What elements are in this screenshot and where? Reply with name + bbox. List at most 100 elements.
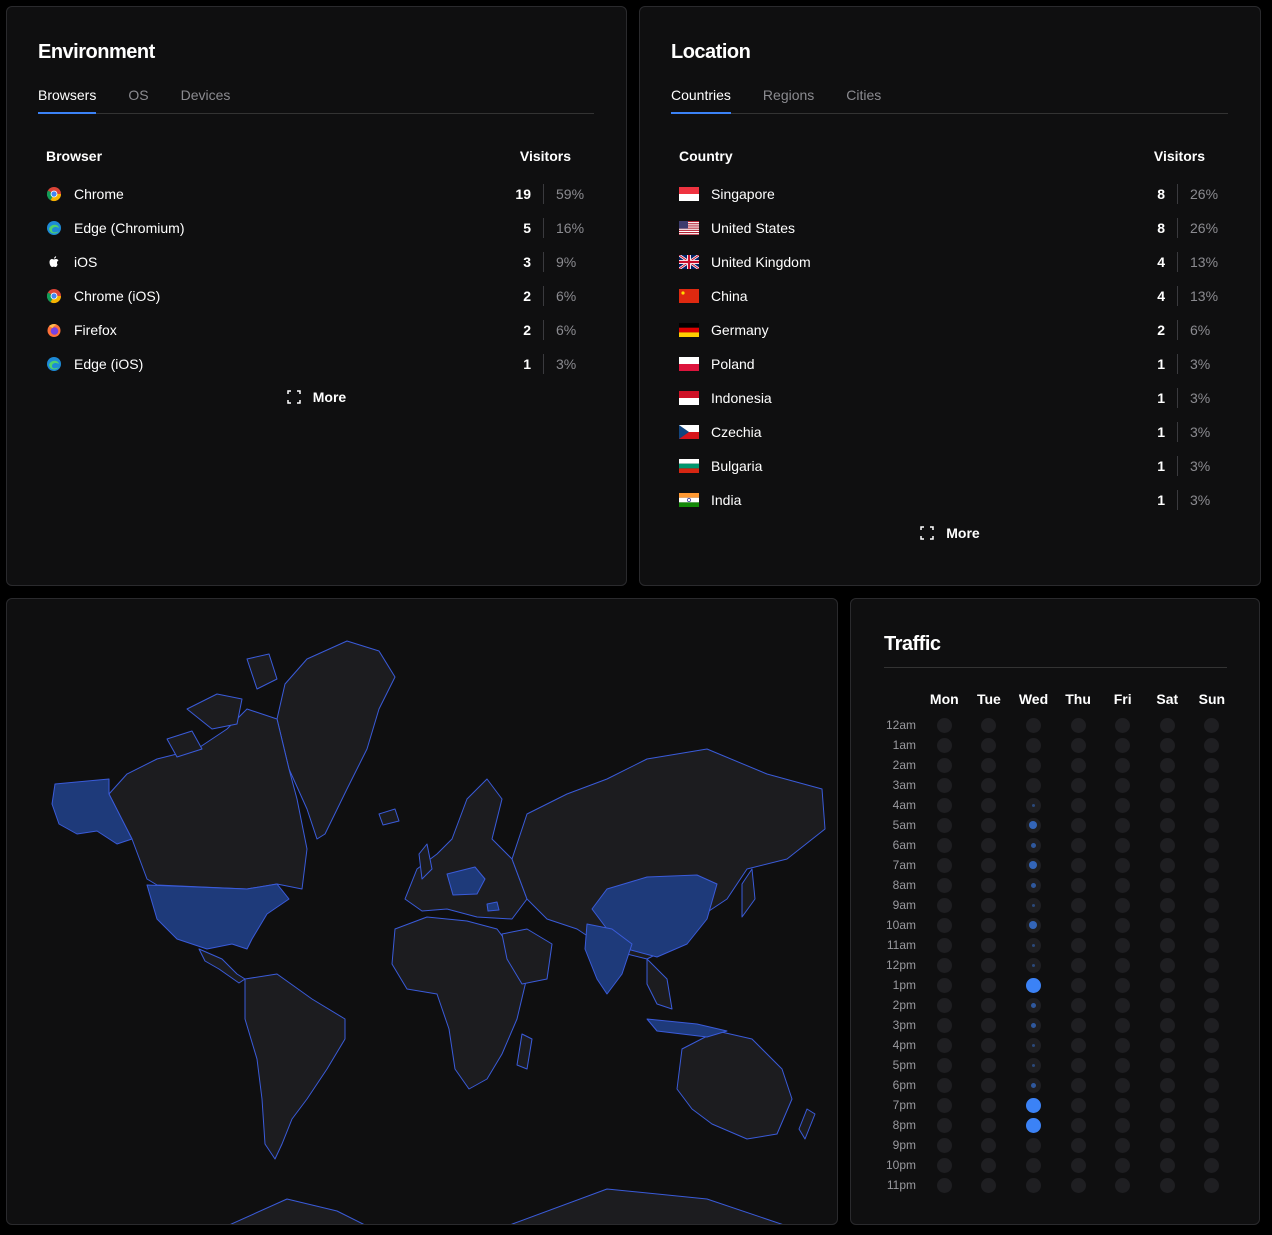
heatmap-cell[interactable] (1100, 955, 1145, 975)
heatmap-cell[interactable] (1100, 1075, 1145, 1095)
heatmap-cell[interactable] (1011, 1015, 1056, 1035)
list-item[interactable]: Czechia 1 3% (679, 415, 1222, 449)
heatmap-cell[interactable] (922, 1155, 967, 1175)
heatmap-cell[interactable] (1011, 1175, 1056, 1195)
heatmap-cell[interactable] (1100, 895, 1145, 915)
heatmap-cell[interactable] (922, 775, 967, 795)
heatmap-cell[interactable] (1145, 975, 1190, 995)
list-item[interactable]: United States 8 26% (679, 211, 1222, 245)
heatmap-cell[interactable] (1056, 1115, 1101, 1135)
heatmap-cell[interactable] (1145, 1075, 1190, 1095)
heatmap-cell[interactable] (1011, 1075, 1056, 1095)
heatmap-cell[interactable] (1011, 1035, 1056, 1055)
heatmap-cell[interactable] (1100, 855, 1145, 875)
heatmap-cell[interactable] (922, 1095, 967, 1115)
heatmap-cell[interactable] (1190, 955, 1235, 975)
heatmap-cell[interactable] (1190, 795, 1235, 815)
tab-devices[interactable]: Devices (180, 87, 231, 103)
heatmap-cell[interactable] (922, 895, 967, 915)
heatmap-cell[interactable] (1011, 1115, 1056, 1135)
heatmap-cell[interactable] (1145, 935, 1190, 955)
heatmap-cell[interactable] (1056, 1155, 1101, 1175)
browsers-more-button[interactable]: More (7, 389, 626, 405)
heatmap-cell[interactable] (1100, 975, 1145, 995)
heatmap-cell[interactable] (1100, 1095, 1145, 1115)
heatmap-cell[interactable] (1190, 1055, 1235, 1075)
heatmap-cell[interactable] (922, 855, 967, 875)
heatmap-cell[interactable] (1056, 955, 1101, 975)
heatmap-cell[interactable] (922, 1075, 967, 1095)
heatmap-cell[interactable] (1100, 795, 1145, 815)
heatmap-cell[interactable] (1145, 875, 1190, 895)
heatmap-cell[interactable] (1145, 835, 1190, 855)
list-item[interactable]: Chrome (iOS) 2 6% (46, 279, 588, 313)
heatmap-cell[interactable] (1011, 955, 1056, 975)
heatmap-cell[interactable] (967, 895, 1012, 915)
heatmap-cell[interactable] (1100, 735, 1145, 755)
heatmap-cell[interactable] (1190, 775, 1235, 795)
list-item[interactable]: iOS 3 9% (46, 245, 588, 279)
heatmap-cell[interactable] (1190, 935, 1235, 955)
heatmap-cell[interactable] (1056, 1075, 1101, 1095)
heatmap-cell[interactable] (1011, 875, 1056, 895)
heatmap-cell[interactable] (1056, 855, 1101, 875)
heatmap-cell[interactable] (1145, 955, 1190, 975)
heatmap-cell[interactable] (1145, 915, 1190, 935)
heatmap-cell[interactable] (922, 795, 967, 815)
heatmap-cell[interactable] (1190, 855, 1235, 875)
heatmap-cell[interactable] (967, 735, 1012, 755)
heatmap-cell[interactable] (1011, 1155, 1056, 1175)
heatmap-cell[interactable] (1056, 755, 1101, 775)
heatmap-cell[interactable] (1100, 1035, 1145, 1055)
heatmap-cell[interactable] (1011, 995, 1056, 1015)
heatmap-cell[interactable] (967, 995, 1012, 1015)
heatmap-cell[interactable] (1056, 1135, 1101, 1155)
tab-countries[interactable]: Countries (671, 85, 731, 114)
heatmap-cell[interactable] (967, 1075, 1012, 1095)
heatmap-cell[interactable] (922, 755, 967, 775)
heatmap-cell[interactable] (967, 755, 1012, 775)
heatmap-cell[interactable] (922, 995, 967, 1015)
heatmap-cell[interactable] (1011, 935, 1056, 955)
heatmap-cell[interactable] (1190, 995, 1235, 1015)
heatmap-cell[interactable] (1100, 875, 1145, 895)
heatmap-cell[interactable] (1100, 755, 1145, 775)
heatmap-cell[interactable] (1100, 1055, 1145, 1075)
heatmap-cell[interactable] (1056, 915, 1101, 935)
heatmap-cell[interactable] (1190, 895, 1235, 915)
heatmap-cell[interactable] (1011, 975, 1056, 995)
heatmap-cell[interactable] (967, 815, 1012, 835)
heatmap-cell[interactable] (967, 715, 1012, 735)
heatmap-cell[interactable] (1100, 1015, 1145, 1035)
heatmap-cell[interactable] (922, 1135, 967, 1155)
heatmap-cell[interactable] (1145, 735, 1190, 755)
heatmap-cell[interactable] (1145, 1175, 1190, 1195)
heatmap-cell[interactable] (1145, 1095, 1190, 1115)
heatmap-cell[interactable] (1190, 735, 1235, 755)
heatmap-cell[interactable] (967, 855, 1012, 875)
countries-more-button[interactable]: More (640, 525, 1260, 541)
heatmap-cell[interactable] (1190, 1075, 1235, 1095)
heatmap-cell[interactable] (1056, 1095, 1101, 1115)
heatmap-cell[interactable] (1190, 1135, 1235, 1155)
heatmap-cell[interactable] (1100, 815, 1145, 835)
list-item[interactable]: Singapore 8 26% (679, 177, 1222, 211)
heatmap-cell[interactable] (1056, 975, 1101, 995)
heatmap-cell[interactable] (922, 875, 967, 895)
heatmap-cell[interactable] (922, 915, 967, 935)
heatmap-cell[interactable] (1190, 1015, 1235, 1035)
heatmap-cell[interactable] (1190, 1115, 1235, 1135)
heatmap-cell[interactable] (1011, 895, 1056, 915)
heatmap-cell[interactable] (1190, 915, 1235, 935)
heatmap-cell[interactable] (1011, 715, 1056, 735)
list-item[interactable]: Firefox 2 6% (46, 313, 588, 347)
heatmap-cell[interactable] (1056, 795, 1101, 815)
tab-regions[interactable]: Regions (762, 87, 815, 103)
heatmap-cell[interactable] (967, 1175, 1012, 1195)
list-item[interactable]: United Kingdom 4 13% (678, 245, 1222, 279)
heatmap-cell[interactable] (1190, 715, 1235, 735)
heatmap-cell[interactable] (1100, 935, 1145, 955)
heatmap-cell[interactable] (1145, 855, 1190, 875)
heatmap-cell[interactable] (1145, 895, 1190, 915)
tab-cities[interactable]: Cities (846, 87, 882, 103)
